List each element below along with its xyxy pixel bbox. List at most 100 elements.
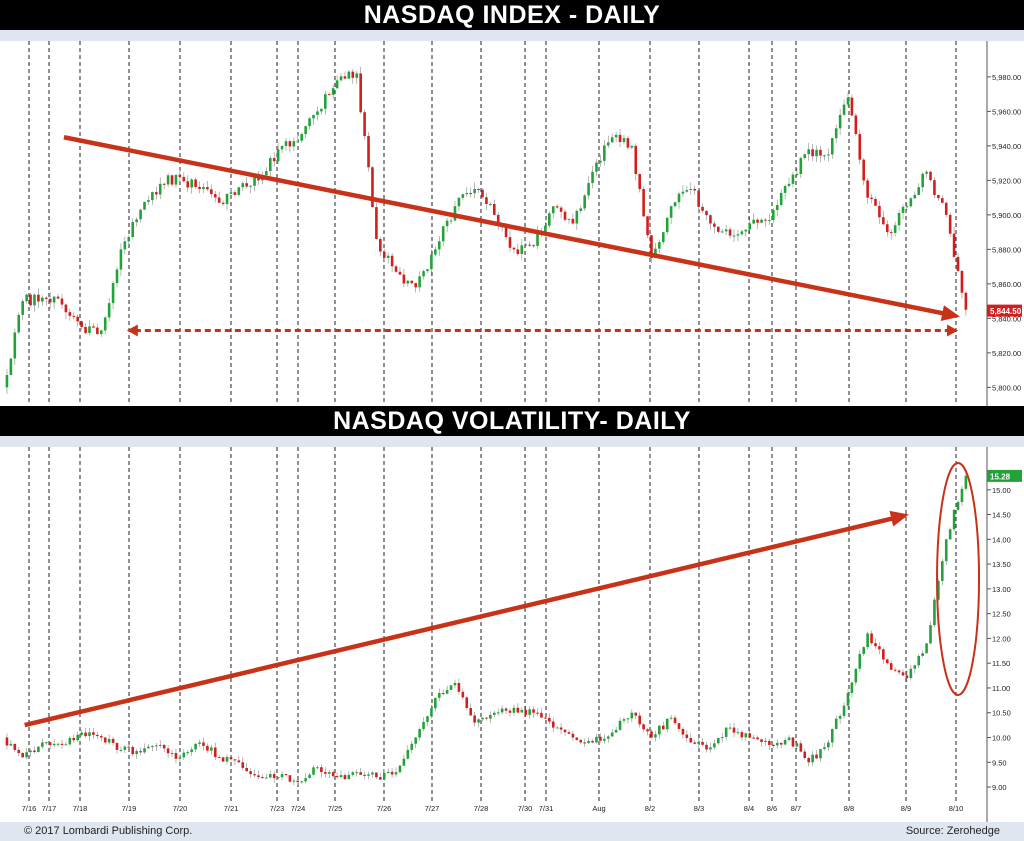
y-tick-label: 11.50 <box>992 659 1010 668</box>
candle-body <box>241 762 245 768</box>
candle-body <box>905 675 909 679</box>
candle-body <box>567 732 571 734</box>
candle-body <box>206 187 209 190</box>
candle-body <box>929 171 932 181</box>
candle-body <box>80 732 83 735</box>
candle-body <box>359 73 362 113</box>
candle-body <box>559 727 563 730</box>
candle-body <box>182 752 186 758</box>
candle-body <box>390 771 394 775</box>
candle-body <box>811 754 814 763</box>
candle-body <box>430 708 433 717</box>
candle-body <box>202 187 205 189</box>
candle-body <box>127 746 131 748</box>
candle-body <box>779 192 783 206</box>
candle-body <box>685 734 689 739</box>
candle-body <box>638 173 641 190</box>
candle-body <box>155 745 158 747</box>
candle-body <box>673 202 677 207</box>
candle-body <box>143 201 146 210</box>
candle-body <box>398 271 402 275</box>
candle-body <box>960 488 964 502</box>
candle-body <box>618 134 622 142</box>
candle-body <box>379 239 382 252</box>
candle-body <box>292 141 296 147</box>
candle-body <box>921 173 924 188</box>
candle-body <box>249 185 252 187</box>
candle-body <box>96 327 99 335</box>
candle-body <box>528 709 531 715</box>
candle-body <box>300 134 304 141</box>
candle-body <box>929 625 932 644</box>
candle-body <box>339 76 343 81</box>
y-tick-label: 10.00 <box>992 734 1011 743</box>
candle-body <box>716 738 720 744</box>
candle-body <box>783 739 787 745</box>
candle-body <box>693 742 697 744</box>
candle-body <box>830 138 834 155</box>
candle-body <box>838 114 842 129</box>
candle-body <box>80 321 83 327</box>
candle-body <box>308 774 311 779</box>
x-tick-label: 7/26 <box>377 804 392 813</box>
candle-body <box>92 326 95 328</box>
candle-body <box>343 775 347 780</box>
candle-body <box>587 740 590 744</box>
candle-body <box>44 297 48 299</box>
candle-body <box>76 734 80 741</box>
candle-body <box>646 216 649 236</box>
candle-body <box>170 175 174 185</box>
candle-body <box>504 708 508 711</box>
y-tick-label: 5,900.00 <box>992 211 1021 220</box>
candle-body <box>681 191 685 194</box>
candle-body <box>210 189 213 195</box>
candle-body <box>119 749 123 751</box>
candle-body <box>665 718 669 730</box>
candle-body <box>84 732 87 737</box>
candle-body <box>752 737 755 739</box>
candle-body <box>575 210 579 224</box>
candle-body <box>241 183 245 188</box>
candle-body <box>76 316 80 322</box>
source-text: Source: Zerohedge <box>905 825 1000 837</box>
candle-body <box>866 633 869 648</box>
candle-body <box>548 213 551 226</box>
candle-body <box>846 97 850 105</box>
candle-body <box>56 296 60 299</box>
x-tick-label: 7/23 <box>270 804 285 813</box>
x-tick-label: 7/17 <box>42 804 57 813</box>
candle-body <box>347 774 351 780</box>
candle-body <box>489 714 492 719</box>
candle-body <box>394 772 398 775</box>
candle-body <box>178 174 182 177</box>
candle-body <box>756 737 759 740</box>
candle-body <box>481 189 484 198</box>
candle-body <box>803 154 807 159</box>
candle-body <box>327 772 331 774</box>
candle-body <box>854 668 858 683</box>
candle-body <box>268 158 272 172</box>
candle-body <box>379 777 382 780</box>
candle-body <box>941 198 944 203</box>
candle-body <box>92 732 95 735</box>
candle-body <box>469 708 473 716</box>
candle-body <box>284 774 288 776</box>
candle-body <box>893 669 897 671</box>
x-tick-label: 7/31 <box>539 804 554 813</box>
candle-body <box>603 738 606 741</box>
candle-body <box>52 743 56 746</box>
candle-body <box>874 199 877 206</box>
candle-body <box>736 234 740 236</box>
candle-body <box>64 744 68 746</box>
candle-body <box>166 748 170 754</box>
candle-body <box>850 97 854 116</box>
candle-body <box>48 298 52 303</box>
y-tick-label: 13.00 <box>992 585 1011 594</box>
candle-body <box>941 561 944 581</box>
candle-body <box>964 292 968 310</box>
x-tick-label: 8/7 <box>791 804 801 813</box>
candle-body <box>202 742 205 746</box>
candle-body <box>245 767 248 772</box>
candle-body <box>99 330 103 335</box>
x-tick-label: 8/2 <box>645 804 655 813</box>
